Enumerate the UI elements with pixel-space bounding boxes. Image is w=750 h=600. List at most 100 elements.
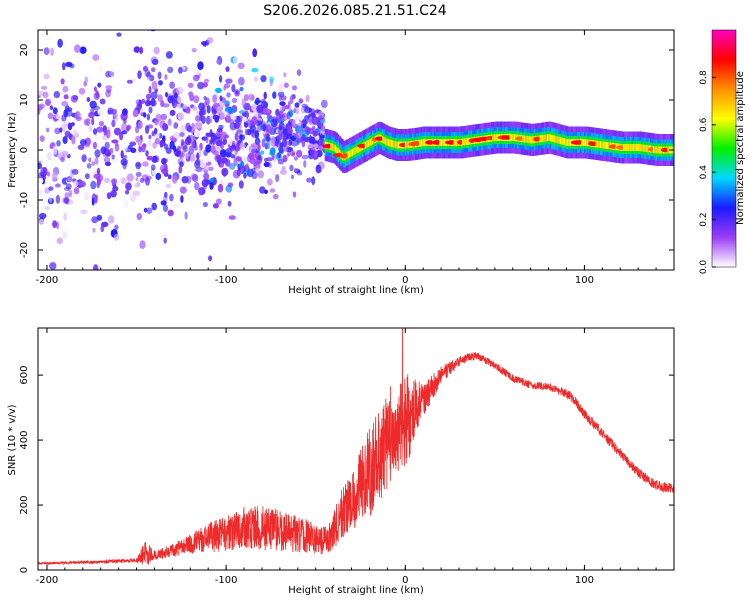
spectrogram-x-axis-label: Height of straight line (km): [288, 285, 424, 296]
spectrogram-cell: [244, 128, 249, 136]
spectrogram-cell: [209, 177, 214, 183]
spectrogram-cell: [94, 149, 101, 158]
spectrogram-cell: [270, 136, 276, 144]
spectrogram-cell: [110, 178, 118, 185]
spectrogram-cell: [151, 169, 157, 176]
spectrogram-cell: [64, 104, 70, 112]
spectrogram-cell: [124, 189, 130, 195]
spectrogram-cell: [289, 95, 294, 105]
spectrogram-cell: [225, 66, 230, 72]
spectrogram-cell: [201, 82, 208, 88]
spectrogram-cell: [90, 106, 95, 115]
spectrogram-cell: [148, 86, 152, 94]
spectrogram-cell: [60, 78, 65, 85]
spectrogram-cell: [49, 262, 57, 270]
spectrogram-cell: [224, 159, 231, 167]
spectrogram-cell: [202, 201, 208, 208]
spectrogram-cell: [227, 200, 232, 207]
spectrogram-cell: [206, 119, 213, 123]
spectrogram-cell: [294, 102, 300, 108]
spectrogram-cell: [126, 79, 134, 84]
spectrogram-cell: [99, 98, 106, 105]
spectrogram-cell: [122, 154, 128, 160]
spectrogram-cell: [298, 113, 304, 121]
spectrogram-cell: [278, 94, 282, 102]
spectrogram-cell: [186, 175, 192, 184]
spectrogram-cell: [49, 194, 53, 203]
spectrogram-cell: [145, 125, 150, 134]
spectrogram-cell: [137, 70, 142, 79]
spectrogram-cell: [243, 172, 247, 179]
spectrogram-cell: [106, 129, 111, 139]
spectrogram-cell: [39, 219, 44, 225]
spectrogram-cell: [306, 143, 314, 148]
spectrogram-cell: [123, 199, 129, 209]
spectrogram-x-tick-label: 100: [575, 275, 594, 286]
spectrogram-cell: [230, 154, 236, 159]
spectrogram-cell: [132, 109, 139, 118]
spectrogram-cell: [209, 129, 213, 138]
spectrogram-cell: [161, 157, 167, 165]
spectrogram-cell: [92, 54, 100, 61]
spectrogram-cell: [219, 95, 223, 102]
spectrogram-cell: [123, 118, 127, 125]
spectrogram-cell: [38, 189, 43, 195]
spectrogram-cell: [303, 160, 307, 168]
spectrogram-cell: [254, 130, 260, 139]
spectrogram-cell: [150, 98, 156, 107]
spectrogram-cell: [108, 71, 114, 76]
spectrogram-cell: [153, 46, 160, 55]
spectrogram-cell: [165, 147, 172, 154]
spectrogram-cell: [243, 156, 248, 162]
spectrogram-cell: [74, 274, 77, 282]
spectrogram-cell: [150, 91, 158, 100]
spectrogram-cell: [164, 191, 168, 198]
spectrogram-cell: [248, 145, 256, 154]
spectrogram-cell: [251, 67, 259, 73]
spectrogram-cell: [167, 209, 174, 217]
snr-x-ticks: -200 -100 0 100: [36, 328, 675, 586]
spectrogram-cell: [71, 135, 76, 145]
spectrogram-cell: [282, 138, 288, 147]
spectrogram-cell: [208, 255, 213, 262]
spectrogram-cell: [278, 122, 285, 130]
spectrogram-cell: [239, 134, 246, 141]
spectrogram-cell: [307, 114, 311, 119]
spectrogram-cell: [310, 150, 315, 156]
spectrogram-cell: [65, 109, 73, 117]
spectrogram-cell: [235, 90, 239, 95]
spectrogram-cell: [178, 165, 183, 174]
snr-x-tick-label: -200: [36, 575, 59, 586]
spectrogram-cell: [179, 186, 187, 194]
spectrogram-cell: [96, 126, 104, 133]
spectrogram-cell: [86, 25, 92, 30]
spectrogram-cell: [129, 141, 137, 147]
spectrogram-cell: [177, 112, 185, 121]
spectrogram-cell: [190, 139, 195, 149]
spectrogram-cell: [199, 108, 204, 118]
spectrogram-cell: [286, 133, 293, 140]
spectrogram-cell: [229, 138, 233, 147]
spectrogram-cell: [158, 132, 163, 139]
spectrogram-cell: [194, 181, 200, 191]
spectrogram-cell: [236, 129, 244, 135]
snr-y-tick-label: 600: [19, 366, 30, 385]
spectrogram-cell: [111, 119, 116, 128]
snr-y-tick-label: 400: [19, 431, 30, 450]
spectrogram-cell: [46, 171, 51, 177]
spectrogram-cell: [271, 168, 277, 177]
spectrogram-cell: [239, 93, 243, 99]
spectrogram-cell: [136, 212, 143, 221]
spectrogram-cell: [38, 103, 46, 109]
spectrogram-cell: [315, 127, 322, 133]
spectrogram-cell: [62, 231, 68, 239]
spectrogram-cell: [86, 97, 91, 102]
spectrogram-cell: [120, 158, 128, 166]
spectrogram-y-tick-label: -10: [19, 192, 30, 208]
colorbar-label: Normalized spectral amplitude: [735, 71, 746, 225]
spectrogram-cell: [88, 157, 92, 163]
spectrogram-cell: [114, 143, 120, 152]
spectrogram-cell: [301, 154, 309, 160]
spectrogram-cell: [206, 37, 214, 44]
spectrogram-cell: [146, 76, 151, 81]
